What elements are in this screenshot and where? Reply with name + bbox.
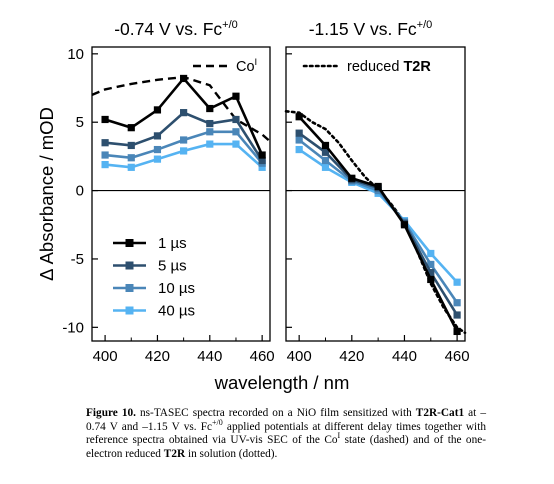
caption-segment: +/0 bbox=[212, 417, 223, 427]
reference-curve-dotted bbox=[284, 109, 467, 335]
y-tick-label: -10 bbox=[62, 319, 84, 336]
data-point-marker bbox=[232, 92, 240, 100]
caption-label: Figure 10. bbox=[86, 407, 136, 419]
caption-segment: I bbox=[337, 431, 341, 441]
data-point-marker bbox=[153, 155, 162, 163]
data-point-marker bbox=[258, 151, 266, 159]
caption-segment: ns-TASEC spectra recorded on a NiO film … bbox=[135, 407, 416, 419]
data-point-marker bbox=[206, 140, 214, 148]
reference-legend-label: CoI bbox=[236, 57, 257, 75]
data-point-marker bbox=[101, 115, 109, 124]
data-point-marker bbox=[180, 109, 188, 117]
data-point-marker bbox=[127, 141, 135, 150]
caption-segment: applied potentials at different delay ti… bbox=[86, 420, 486, 447]
data-point-marker bbox=[127, 124, 135, 132]
data-point-marker bbox=[258, 156, 266, 165]
data-point-marker bbox=[321, 148, 330, 156]
data-point-marker bbox=[321, 141, 330, 150]
series-legend-swatch-marker bbox=[125, 284, 134, 292]
panel-title-sup: +/0 bbox=[222, 19, 238, 31]
x-tick-label: 440 bbox=[392, 348, 417, 365]
reference-legend-sup: I bbox=[255, 57, 258, 68]
data-point-marker bbox=[453, 299, 461, 307]
data-point-marker bbox=[232, 128, 240, 136]
data-point-marker bbox=[101, 161, 109, 169]
chart-panel-2: 400 420 440 460 -1.15 V vs. Fc+/0 reduced T2R bbox=[284, 19, 470, 365]
x-tick-label: 440 bbox=[197, 348, 222, 365]
data-point-marker bbox=[206, 119, 214, 128]
data-point-marker bbox=[295, 113, 303, 121]
data-point-marker bbox=[206, 104, 214, 113]
panel-title-sup: +/0 bbox=[417, 19, 433, 31]
data-point-marker bbox=[180, 147, 188, 155]
data-point-marker bbox=[153, 145, 162, 154]
data-point-marker bbox=[232, 115, 240, 124]
data-point-marker bbox=[153, 106, 162, 114]
data-point-marker bbox=[232, 140, 240, 148]
data-point-marker bbox=[453, 278, 461, 286]
data-point-marker bbox=[321, 156, 330, 165]
data-point-marker bbox=[101, 139, 109, 147]
data-point-marker bbox=[295, 145, 303, 154]
data-point-marker bbox=[206, 128, 214, 136]
series-legend-label: 5 µs bbox=[158, 258, 187, 275]
series-legend-swatch-marker bbox=[125, 261, 134, 270]
data-point-marker bbox=[180, 74, 188, 83]
y-axis-label: Δ Absorbance / mOD bbox=[36, 107, 57, 281]
y-tick-label: 5 bbox=[76, 114, 84, 131]
panel-title-main: -0.74 V vs. Fc bbox=[114, 19, 222, 39]
data-point-marker bbox=[427, 249, 435, 258]
data-point-marker bbox=[295, 129, 303, 137]
data-point-marker bbox=[453, 311, 461, 319]
series-legend-label: 40 µs bbox=[158, 303, 195, 320]
panel-title: -1.15 V vs. Fc+/0 bbox=[309, 19, 433, 39]
x-tick-label: 420 bbox=[145, 348, 170, 365]
x-tick-label: 460 bbox=[445, 348, 470, 365]
series-legend-label: 1 µs bbox=[158, 235, 187, 252]
caption-segment: at –0.74 V and –1.15 V vs. Fc bbox=[86, 407, 486, 433]
data-point-marker bbox=[153, 132, 162, 140]
reference-legend-name: reduced bbox=[347, 59, 403, 75]
caption-segment: T2R bbox=[163, 447, 186, 460]
data-point-marker bbox=[258, 163, 266, 171]
y-tick-label: -5 bbox=[71, 251, 84, 268]
data-point-marker bbox=[427, 260, 435, 269]
y-tick-label: 0 bbox=[76, 183, 84, 200]
data-point-marker bbox=[427, 269, 435, 277]
reference-legend-name-bold: T2R bbox=[403, 59, 431, 75]
panel-title-main: -1.15 V vs. Fc bbox=[309, 19, 417, 39]
data-point-marker bbox=[427, 275, 435, 284]
series-legend-swatch-marker bbox=[125, 306, 134, 315]
caption-segment: in solution (dotted). bbox=[185, 447, 278, 460]
plot-frame bbox=[285, 46, 466, 342]
panel-title: -0.74 V vs. Fc+/0 bbox=[114, 19, 238, 39]
data-point-marker bbox=[348, 174, 356, 182]
data-point-marker bbox=[180, 136, 188, 144]
caption-segment: T2R-Cat1 bbox=[415, 407, 465, 419]
chart-panel-1: 400 420 440 460 -10 -5 0 5 10 -0.74 V vs. Fc+/0 Co… bbox=[62, 19, 274, 365]
data-point-marker bbox=[400, 221, 409, 229]
series-legend-swatch-marker bbox=[125, 239, 134, 247]
x-axis-label: wavelength / nm bbox=[214, 372, 350, 393]
x-tick-label: 420 bbox=[339, 348, 364, 365]
x-tick-label: 400 bbox=[287, 348, 312, 365]
x-tick-label: 400 bbox=[93, 348, 118, 365]
data-point-marker bbox=[374, 182, 382, 191]
y-tick-label: 10 bbox=[67, 46, 84, 63]
caption-segment: state (dashed) and of the one-electron r… bbox=[86, 434, 487, 460]
data-point-marker bbox=[295, 136, 303, 144]
caption-text: ns-TASEC spectra recorded on a NiO film … bbox=[86, 407, 486, 460]
reference-legend-label: reduced T2R bbox=[347, 59, 431, 75]
data-point-marker bbox=[127, 163, 135, 171]
data-point-marker bbox=[453, 327, 461, 336]
plot-frame bbox=[91, 46, 271, 342]
series-legend-label: 10 µs bbox=[158, 280, 195, 297]
data-point-marker bbox=[101, 151, 109, 159]
data-point-marker bbox=[127, 154, 135, 162]
reference-legend-name: Co bbox=[236, 59, 255, 75]
x-tick-label: 460 bbox=[250, 348, 275, 365]
data-point-marker bbox=[321, 163, 330, 171]
figure-caption: Figure 10. ns-TASEC spectra recorded on … bbox=[86, 407, 486, 461]
